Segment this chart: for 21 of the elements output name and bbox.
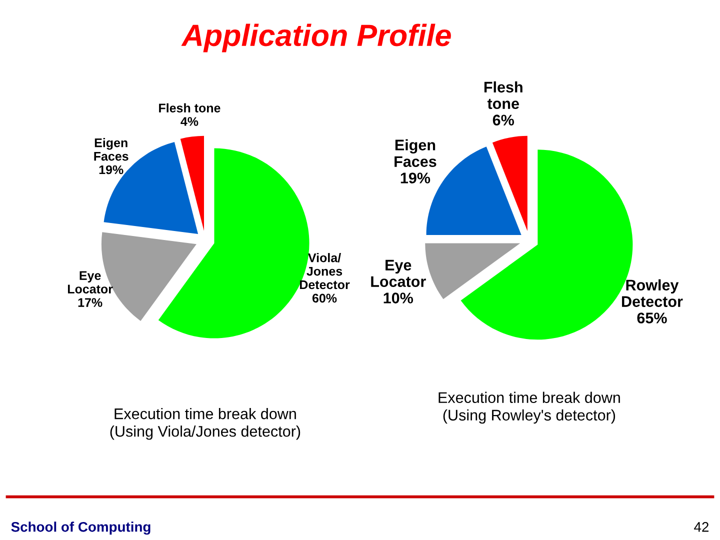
text: Execution time break down (Using Viola/Jones detector)	[110, 408, 300, 440]
slice-label: Flesh tone	[484, 81, 522, 110]
text: 42	[694, 522, 709, 532]
slice-label: Eigen Faces	[94, 138, 128, 161]
chart-title: Application Profile	[181, 24, 451, 52]
slice-label: Flesh tone	[159, 103, 220, 112]
data-label: 19%	[400, 172, 430, 184]
text: School of Computing	[11, 522, 150, 535]
slice-label: Rowley Detector	[622, 279, 683, 307]
data-label: 10%	[384, 292, 414, 304]
data-label: 65%	[637, 312, 667, 324]
text: Execution time break down (Using Rowley's detector)	[438, 392, 620, 424]
data-label: 6%	[492, 114, 514, 126]
data-label: 4%	[180, 117, 198, 126]
slice-label: Eye Locator	[68, 271, 113, 294]
slice-label: Eye Locator	[371, 260, 426, 287]
slice-label: Viola/ Jones Detector	[300, 253, 350, 290]
data-label: 17%	[78, 298, 102, 307]
data-label: 19%	[99, 165, 124, 174]
slice-label: Eigen Faces	[394, 139, 436, 167]
data-label: 60%	[312, 294, 337, 303]
